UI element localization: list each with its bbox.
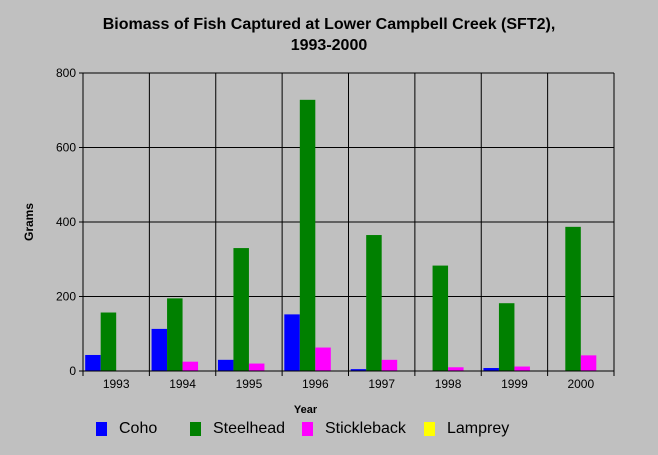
y-tick-label-600: 600 xyxy=(56,141,76,155)
y-tick-label-400: 400 xyxy=(56,215,76,229)
legend-swatch-lamprey xyxy=(424,422,435,436)
legend-label-coho: Coho xyxy=(119,420,158,437)
legend-swatch-coho xyxy=(96,422,107,436)
y-tick-label-800: 800 xyxy=(56,66,76,80)
x-tick-label-1993: 1993 xyxy=(103,377,130,391)
legend-item-stickleback: Stickleback xyxy=(302,420,406,438)
x-tick-label-1994: 1994 xyxy=(169,377,196,391)
legend-swatch-steelhead xyxy=(190,422,201,436)
bar-steelhead-1997 xyxy=(366,235,382,371)
bar-coho-1993 xyxy=(85,354,101,371)
x-tick-label-1998: 1998 xyxy=(435,377,462,391)
bar-steelhead-1998 xyxy=(432,265,449,371)
y-axis-title: Grams xyxy=(22,203,36,241)
bar-stickleback-2000 xyxy=(580,355,597,371)
y-tick-label-0: 0 xyxy=(69,364,76,378)
chart-title-line-1: Biomass of Fish Captured at Lower Campbe… xyxy=(102,16,556,33)
legend-swatch-stickleback xyxy=(302,422,313,436)
bar-steelhead-1995 xyxy=(233,248,249,371)
bar-steelhead-1996 xyxy=(299,99,316,371)
bar-steelhead-1999 xyxy=(498,303,515,371)
bar-stickleback-1994 xyxy=(182,361,199,371)
x-tick-label-1995: 1995 xyxy=(236,377,263,391)
legend-item-lamprey: Lamprey xyxy=(424,420,509,438)
legend-item-coho: Coho xyxy=(96,420,157,438)
bar-coho-1995 xyxy=(217,359,234,371)
x-tick-label-2000: 2000 xyxy=(567,377,594,391)
chart-title-line-2: 1993-2000 xyxy=(290,37,368,54)
chart-title: Biomass of Fish Captured at Lower Campbe… xyxy=(0,14,658,56)
bar-stickleback-1999 xyxy=(514,366,530,371)
x-tick-label-1996: 1996 xyxy=(302,377,329,391)
bar-steelhead-1993 xyxy=(100,312,117,371)
bar-steelhead-1994 xyxy=(167,298,183,371)
bar-coho-1994 xyxy=(151,328,168,371)
x-tick-label-1999: 1999 xyxy=(501,377,528,391)
legend-label-steelhead: Steelhead xyxy=(213,420,286,437)
legend-item-steelhead: Steelhead xyxy=(190,420,285,438)
x-tick-label-1997: 1997 xyxy=(368,377,395,391)
bar-stickleback-1996 xyxy=(315,347,331,371)
bar-coho-1997 xyxy=(350,369,367,371)
bar-coho-1999 xyxy=(483,368,499,371)
bar-stickleback-1998 xyxy=(448,367,464,371)
bar-stickleback-1995 xyxy=(248,363,265,371)
legend-label-stickleback: Stickleback xyxy=(325,420,406,437)
bar-coho-1996 xyxy=(284,314,300,371)
legend-label-lamprey: Lamprey xyxy=(447,420,510,437)
x-axis-title: Year xyxy=(294,404,318,416)
y-tick-label-200: 200 xyxy=(56,290,76,304)
bar-stickleback-1997 xyxy=(381,359,398,371)
bar-steelhead-2000 xyxy=(565,226,581,371)
